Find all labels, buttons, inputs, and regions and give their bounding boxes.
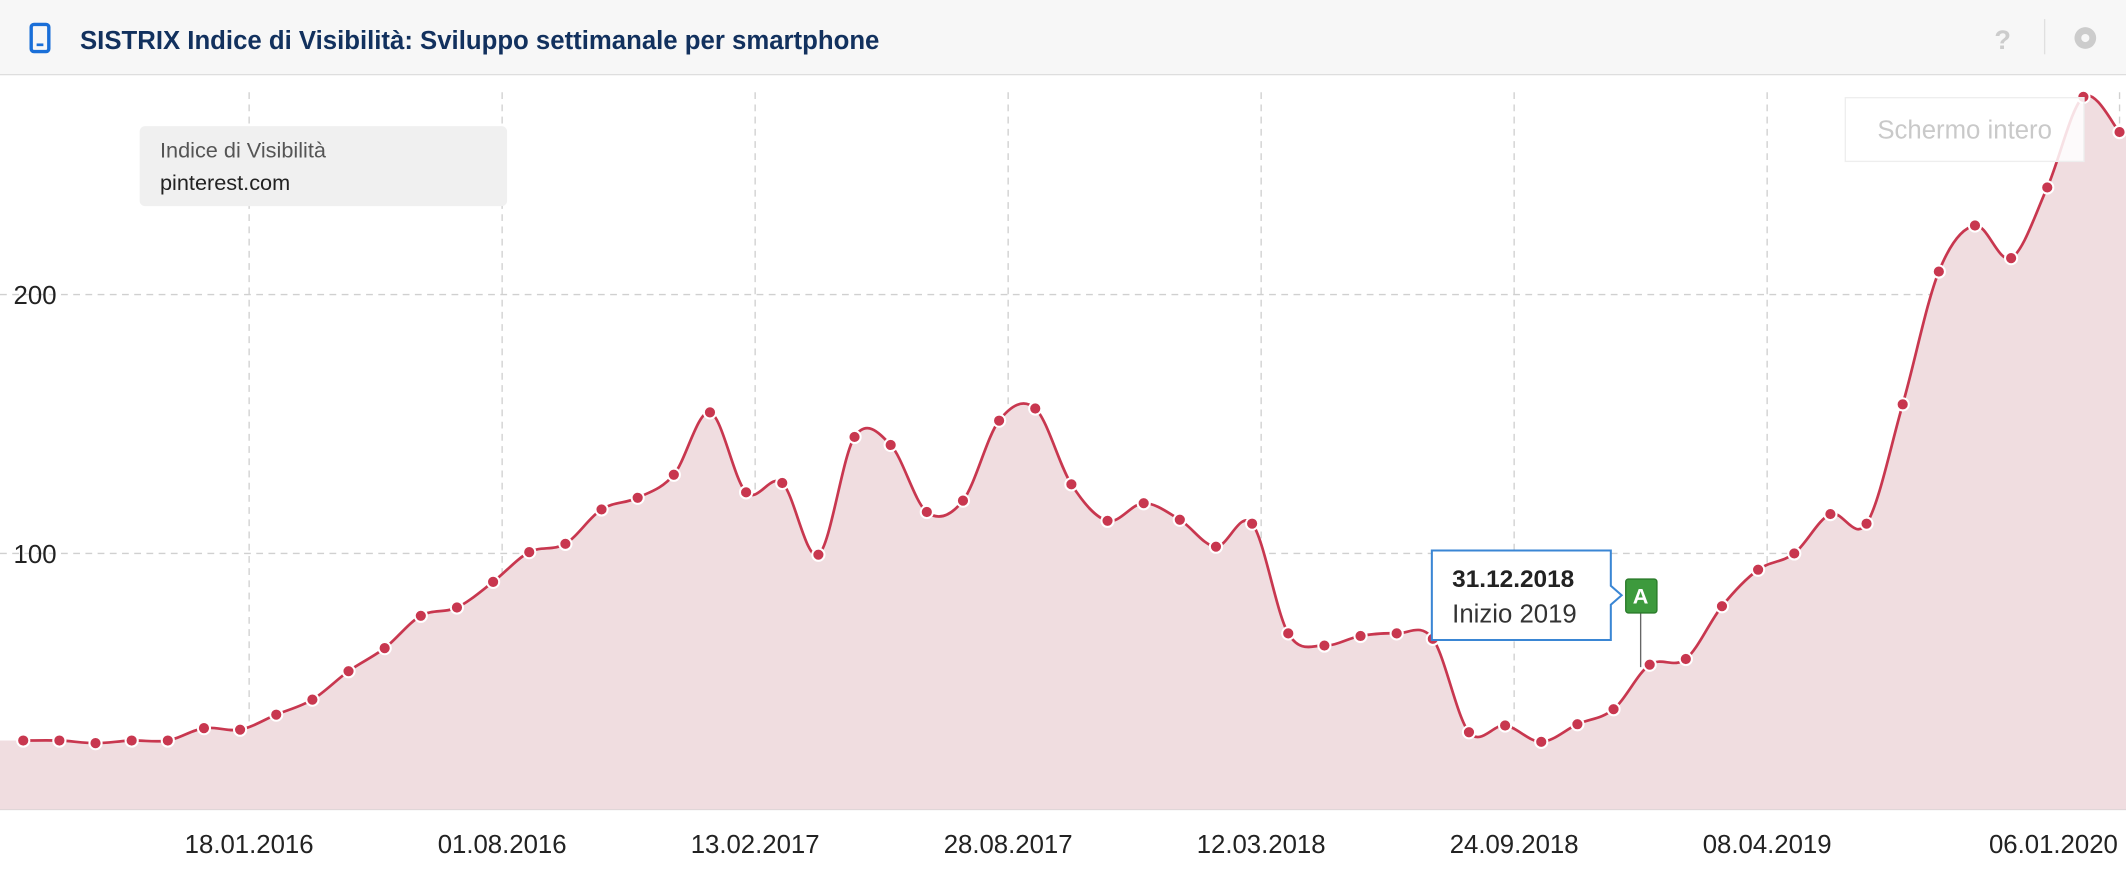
line bbox=[23, 94, 2121, 745]
point bbox=[1931, 264, 1946, 279]
point bbox=[1100, 513, 1115, 528]
point bbox=[1642, 657, 1657, 672]
point bbox=[955, 493, 971, 508]
tooltip-box bbox=[1430, 549, 1624, 642]
point bbox=[413, 608, 428, 623]
point bbox=[594, 502, 609, 517]
point bbox=[1606, 702, 1621, 717]
point bbox=[2003, 251, 2019, 266]
point bbox=[1136, 496, 1151, 511]
point bbox=[1714, 599, 1730, 614]
point bbox=[52, 733, 67, 748]
point bbox=[1244, 516, 1260, 531]
point bbox=[1967, 218, 1983, 233]
point bbox=[775, 475, 790, 491]
point bbox=[160, 733, 175, 748]
x-tick-label: 28.08.2017 bbox=[944, 831, 1073, 859]
point bbox=[449, 600, 465, 615]
x-tick-label: 13.02.2017 bbox=[691, 831, 820, 859]
x-tick-label: 18.01.2016 bbox=[185, 831, 314, 859]
point bbox=[88, 736, 103, 751]
point bbox=[2112, 124, 2126, 140]
point bbox=[1823, 506, 1838, 522]
fullscreen-label: Schermo intero bbox=[1877, 116, 2052, 144]
x-tick-label: 08.04.2019 bbox=[1703, 831, 1832, 859]
point bbox=[341, 664, 356, 679]
point bbox=[1787, 546, 1802, 561]
x-tick-label: 01.08.2016 bbox=[438, 831, 567, 859]
tooltip-date: 31.12.2018 bbox=[1452, 566, 1574, 593]
fullscreen-button[interactable] bbox=[1844, 96, 2085, 163]
point bbox=[1281, 626, 1296, 641]
point bbox=[124, 733, 139, 748]
tooltip-text: Inizio 2019 bbox=[1452, 600, 1577, 628]
point bbox=[1389, 626, 1404, 641]
annotation-flag bbox=[1625, 578, 1658, 614]
x-tick-label: 24.09.2018 bbox=[1450, 831, 1579, 859]
legend-title: Indice di Visibilità bbox=[160, 137, 327, 162]
overlay: Indice di Visibilità pinterest.com Scher… bbox=[139, 96, 2085, 668]
point bbox=[305, 692, 320, 707]
point bbox=[522, 545, 537, 560]
point bbox=[558, 536, 573, 551]
point bbox=[1064, 477, 1079, 492]
point bbox=[269, 707, 284, 722]
point bbox=[883, 437, 898, 453]
header bbox=[0, 0, 2126, 75]
chart-title: SISTRIX Indice di Visibilità: Sviluppo s… bbox=[80, 27, 879, 55]
point bbox=[1497, 718, 1513, 733]
point bbox=[485, 574, 501, 590]
y-tick-label: 100 bbox=[14, 541, 57, 569]
point bbox=[1678, 651, 1693, 667]
y-tick-label: 200 bbox=[14, 282, 57, 310]
legend-entry: pinterest.com bbox=[160, 170, 290, 195]
point bbox=[1353, 628, 1368, 644]
area bbox=[0, 95, 2126, 810]
point bbox=[811, 547, 826, 562]
point bbox=[1859, 516, 1874, 531]
point bbox=[738, 485, 754, 500]
annotation-marker: A bbox=[1633, 583, 1649, 608]
point bbox=[919, 504, 934, 520]
point bbox=[196, 720, 212, 736]
point bbox=[702, 405, 718, 420]
point bbox=[630, 490, 645, 505]
point bbox=[377, 641, 392, 656]
point bbox=[1317, 638, 1332, 653]
point bbox=[1534, 734, 1549, 749]
settings-icon[interactable] bbox=[2074, 27, 2097, 49]
point bbox=[1895, 397, 1910, 412]
point bbox=[991, 413, 1007, 428]
point bbox=[666, 467, 681, 482]
point bbox=[1461, 725, 1477, 740]
point bbox=[1208, 539, 1224, 554]
point bbox=[1570, 717, 1585, 732]
legend-box bbox=[139, 126, 508, 207]
point bbox=[1172, 512, 1187, 527]
help-icon[interactable]: ? bbox=[1994, 24, 2011, 55]
point bbox=[16, 733, 31, 748]
x-tick-label: 06.01.2020 bbox=[1989, 831, 2118, 859]
phone-icon bbox=[29, 22, 51, 54]
point bbox=[1750, 562, 1766, 577]
point bbox=[847, 429, 862, 445]
x-tick-label: 12.03.2018 bbox=[1197, 831, 1326, 859]
point bbox=[232, 722, 248, 737]
point bbox=[2040, 180, 2055, 195]
plot: 100 200 18.01.2016 01.08.2016 13.02.2017 28.0… bbox=[0, 89, 2126, 859]
point bbox=[1028, 401, 1043, 416]
